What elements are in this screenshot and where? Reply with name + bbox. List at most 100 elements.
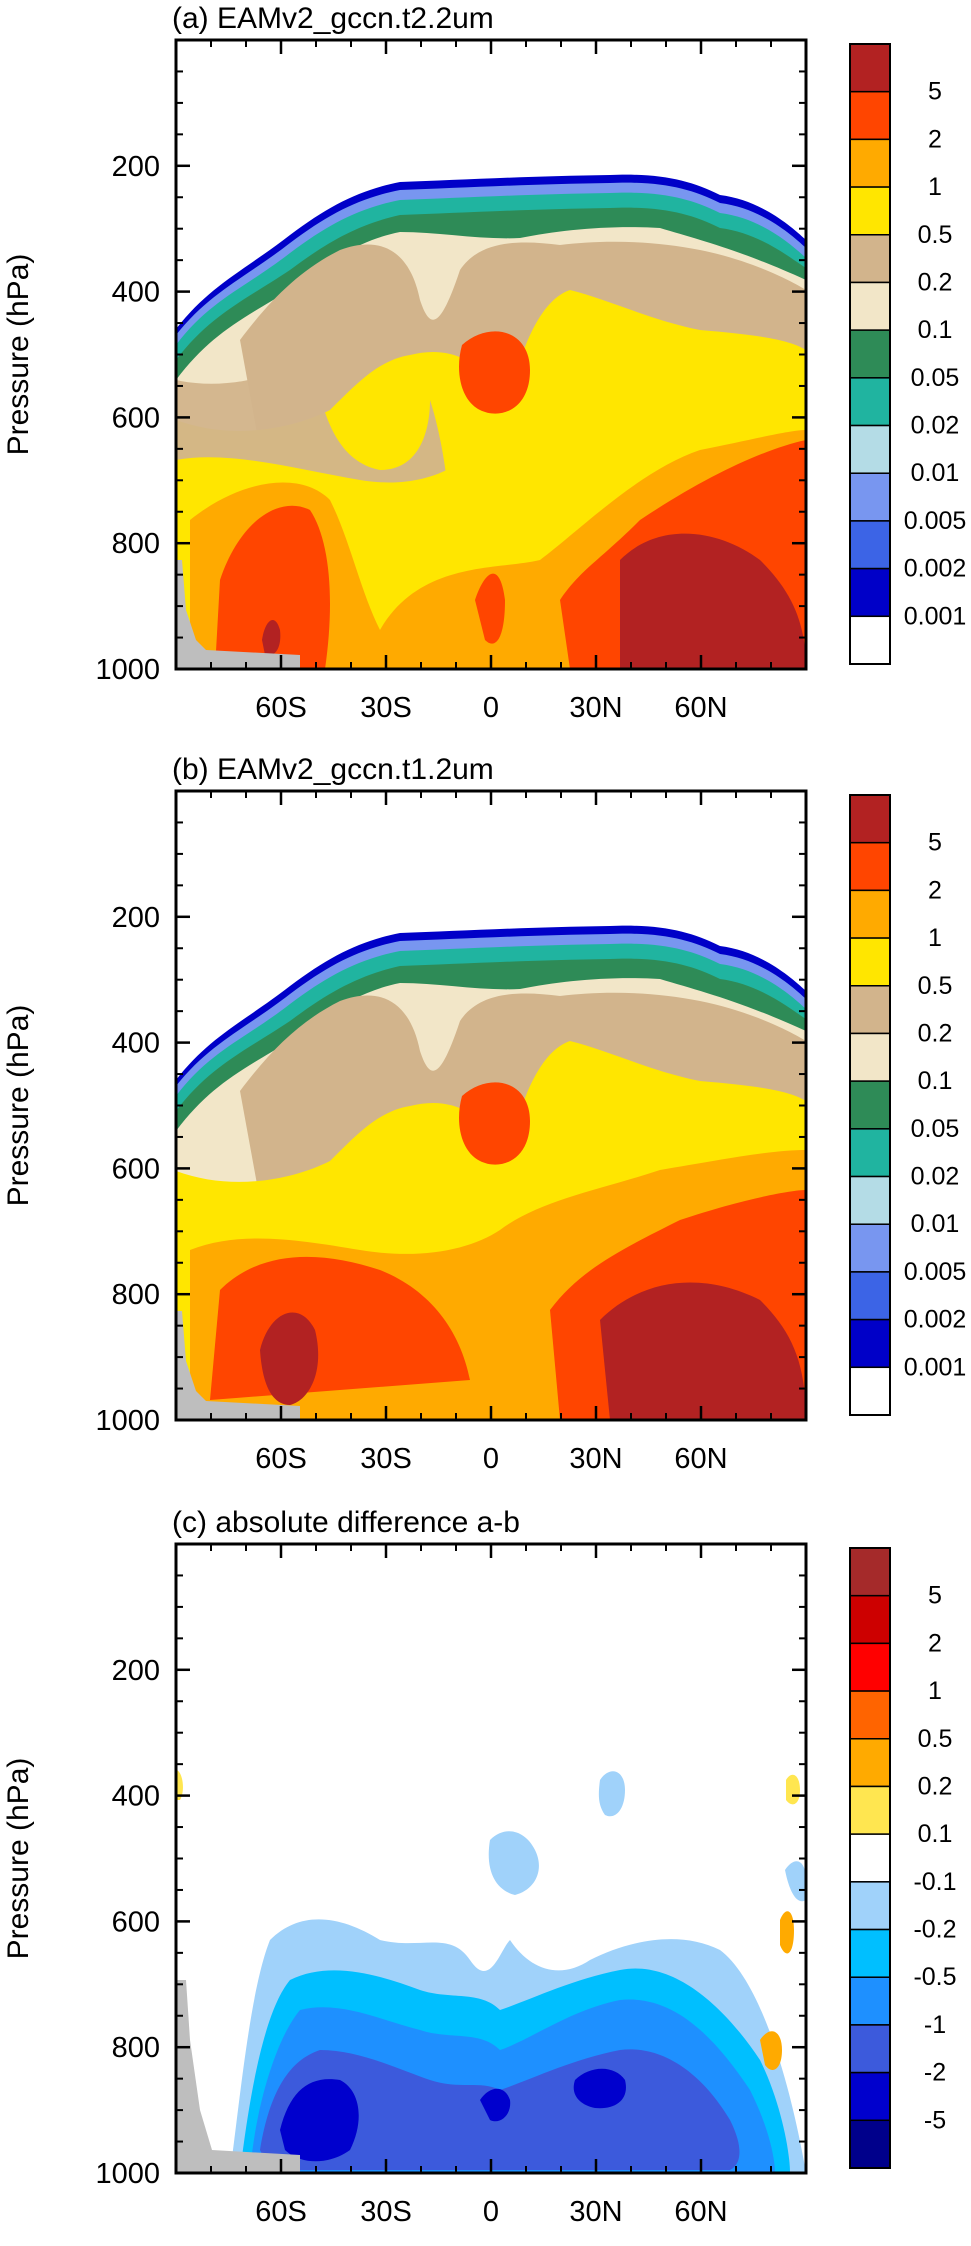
colorbar-swatch [849,329,891,379]
colorbar-swatch [849,1976,891,2026]
x-tick-label: 30S [360,1443,412,1475]
colorbar-swatch [849,567,891,618]
colorbar-swatch [849,2024,891,2074]
colorbar-label: 0.05 [911,364,960,392]
colorbar-swatch [849,2119,891,2169]
colorbar-label: 0.1 [918,1067,953,1095]
colorbar-swatch [849,186,891,236]
x-tick-label: 60S [255,1443,307,1475]
colorbar-swatch [849,281,891,331]
panel-c-title: (c) absolute difference a-b [172,1506,520,1539]
colorbar-swatch [849,841,891,892]
x-tick-label: 30N [569,2196,622,2228]
y-tick-label: 200 [112,1655,160,1687]
colorbar-label: 1 [928,173,942,201]
colorbar-swatch [849,1271,891,1321]
colorbar-label: 0.005 [904,507,967,535]
y-axis-label: Pressure (hPa) [2,1005,35,1207]
colorbar-label: 2 [928,876,942,904]
colorbar-swatch [849,1080,891,1130]
y-tick-label: 800 [112,1279,160,1311]
y-axis-label: Pressure (hPa) [2,1758,35,1960]
panel-c-colorbar: 5 2 1 0.5 0.2 0.1 -0.1 -0.2 -0.5 -1 -2 -5 [849,1547,957,2169]
y-tick-label: 200 [112,902,160,934]
y-tick-label: 800 [112,2032,160,2064]
colorbar-label: 5 [928,1582,942,1610]
panel-c: (c) absolute difference a-b 200 400 600 800… [2,1506,957,2228]
y-axis-label: Pressure (hPa) [2,254,35,456]
x-tick-label: 60S [255,2196,307,2228]
colorbar-label: 0.02 [911,412,960,440]
x-tick-label: 60N [674,1443,727,1475]
colorbar-swatch [849,43,891,93]
colorbar-label: 0.5 [918,1725,953,1753]
panel-b: (b) EAMv2_gccn.t1.2um 200 400 600 800 1000 60… [2,753,966,1475]
colorbar-label: 0.01 [911,459,960,487]
colorbar-swatch [849,1738,891,1788]
colorbar-swatch [849,2071,891,2122]
colorbar-swatch [849,1881,891,1931]
colorbar-label: -0.1 [913,1868,956,1896]
y-tick-label: 600 [112,1153,160,1185]
colorbar-swatch [849,794,891,844]
colorbar-swatch [849,1642,891,1692]
colorbar-swatch [849,1594,891,1645]
y-tick-label: 400 [112,1781,160,1813]
x-tick-label: 30N [569,692,622,724]
colorbar-label: 0.5 [918,972,953,1000]
panel-c-contour-darkblue [280,2068,626,2162]
panel-b-title: (b) EAMv2_gccn.t1.2um [172,753,494,786]
colorbar-label: -5 [924,2106,946,2134]
y-tick-label: 200 [112,151,160,183]
colorbar-label: 0.1 [918,1820,953,1848]
panel-c-axes: 200 400 600 800 1000 60S 30S 0 30N 60N Pressure (h… [2,1544,806,2228]
x-tick-label: 30S [360,692,412,724]
colorbar-swatch [849,90,891,141]
colorbar-swatch [849,1128,891,1178]
colorbar-swatch [849,234,891,284]
panel-b-axes: 200 400 600 800 1000 60S 30S 0 30N 60N Pressure (h… [2,791,806,1475]
colorbar-swatch [849,1785,891,1835]
panel-a-colorbar: 5 2 1 0.5 0.2 0.1 0.05 0.02 0.01 0.005 0.002 0.001 [849,43,967,665]
colorbar-label: 0.2 [918,1019,953,1047]
colorbar-swatch [849,615,891,665]
colorbar-swatch [849,138,891,188]
x-tick-label: 0 [483,692,499,724]
colorbar-label: 0.001 [904,1353,967,1381]
panel-c-contour-orange-edge [760,1911,794,2070]
colorbar-swatch [849,1175,891,1225]
colorbar-label: 0.2 [918,1772,953,1800]
panel-b-missing-ground [176,1311,300,1420]
colorbar-swatch [849,1032,891,1082]
colorbar-frame [849,43,891,665]
y-tick-label: 1000 [95,654,160,686]
colorbar-swatch [849,472,891,522]
colorbar-swatch [849,985,891,1035]
y-tick-label: 1000 [95,1405,160,1437]
colorbar-label: 1 [928,924,942,952]
panel-b-colorbar: 5 2 1 0.5 0.2 0.1 0.05 0.02 0.01 0.005 0.002 0.001 [849,794,967,1416]
colorbar-label: 0.001 [904,602,967,630]
colorbar-swatch [849,1690,891,1740]
colorbar-swatch [849,1547,891,1597]
colorbar-label: -0.2 [913,1916,956,1944]
y-tick-label: 600 [112,1906,160,1938]
y-tick-label: 400 [112,1028,160,1060]
colorbar-label: 0.2 [918,268,953,296]
colorbar-swatch [849,1366,891,1416]
colorbar-label: 0.005 [904,1258,967,1286]
colorbar-label: 2 [928,125,942,153]
colorbar-label: 5 [928,829,942,857]
colorbar-frame [849,1547,891,2169]
colorbar-label: 0.002 [904,1306,967,1334]
colorbar-swatch [849,1928,891,1978]
colorbar-label: -2 [924,2059,946,2087]
x-tick-label: 60S [255,692,307,724]
panel-a-missing-ground [176,560,300,669]
y-tick-label: 400 [112,277,160,309]
colorbar-swatch [849,1223,891,1273]
colorbar-label: 0.002 [904,555,967,583]
x-tick-label: 60N [674,692,727,724]
x-tick-label: 30S [360,2196,412,2228]
